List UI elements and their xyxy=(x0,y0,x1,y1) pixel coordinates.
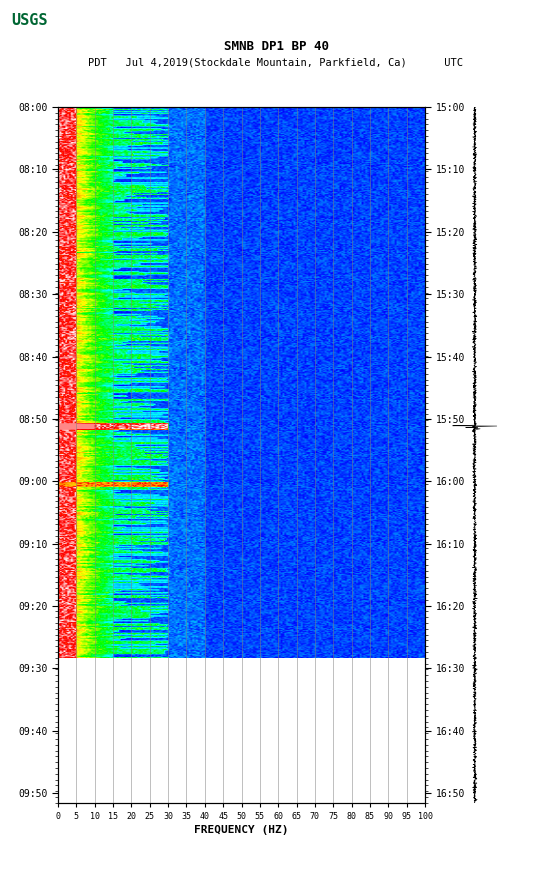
Text: PDT   Jul 4,2019(Stockdale Mountain, Parkfield, Ca)      UTC: PDT Jul 4,2019(Stockdale Mountain, Parkf… xyxy=(88,58,464,68)
Bar xyxy=(58,658,425,803)
X-axis label: FREQUENCY (HZ): FREQUENCY (HZ) xyxy=(194,825,289,835)
Text: SMNB DP1 BP 40: SMNB DP1 BP 40 xyxy=(224,40,328,54)
Text: USGS: USGS xyxy=(11,13,47,29)
